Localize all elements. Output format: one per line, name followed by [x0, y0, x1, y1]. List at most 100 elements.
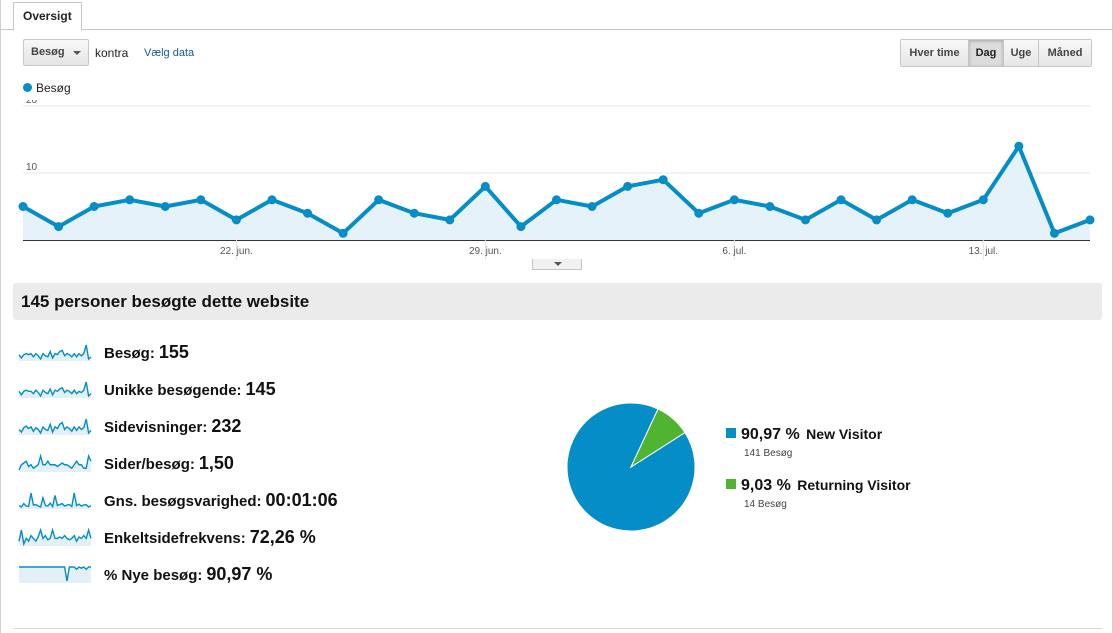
metric-label: Unikke besøgende: 145 [104, 377, 276, 403]
data-point[interactable] [409, 208, 419, 218]
chart-legend: Besøg [23, 81, 71, 95]
data-point[interactable] [907, 195, 917, 205]
metric-label: Enkeltsidefrekvens: 72,26 % [104, 525, 316, 551]
tab-overview[interactable]: Oversigt [13, 2, 82, 31]
pie-legend-name: Returning Visitor [797, 477, 911, 493]
data-point[interactable] [943, 208, 953, 218]
data-point[interactable] [125, 195, 135, 205]
metric-name: Sidevisninger: [104, 419, 208, 436]
chart-collapse-button[interactable] [532, 259, 582, 270]
metric-value: 90,97 % [206, 564, 273, 584]
sparkline[interactable] [17, 451, 93, 473]
visitor-type-pie-chart [566, 402, 696, 532]
sparkline-area [19, 530, 91, 546]
metric-name: Sider/besøg: [104, 456, 195, 473]
sparkline[interactable] [17, 488, 93, 510]
pie-legend-percent: 90,97 % [741, 426, 800, 443]
period-day-button[interactable]: Dag [968, 40, 1003, 66]
pie-legend-count: 14 Besøg [744, 499, 787, 510]
x-tick-label: 6. jul. [722, 246, 746, 257]
x-tick-label: 29. jun. [469, 246, 502, 257]
metric-name: Besøg: [104, 345, 155, 362]
sparkline-line [18, 492, 92, 509]
metric-dropdown-label: Besøg [31, 46, 65, 58]
data-point[interactable] [587, 202, 597, 211]
pie-legend-item-returning: 9,03 % Returning Visitor 14 Besøg [726, 477, 911, 510]
metric-name: Enkeltsidefrekvens: [104, 530, 246, 547]
sparkline[interactable] [17, 377, 93, 399]
pie-legend-item-new: 90,97 % New Visitor 141 Besøg [726, 426, 882, 459]
tab-bar: Oversigt [0, 0, 1113, 31]
metric-value: 00:01:06 [265, 490, 338, 510]
data-point[interactable] [338, 228, 348, 238]
pie-legend-swatch [726, 479, 736, 489]
data-point[interactable] [374, 195, 384, 205]
data-point[interactable] [516, 222, 526, 232]
pie-legend-count: 141 Besøg [744, 448, 793, 459]
data-point[interactable] [89, 202, 99, 211]
sparkline-line [18, 418, 92, 435]
metric-name: Unikke besøgende: [104, 382, 242, 399]
period-selector: Hver time Dag Uge Måned [900, 39, 1092, 67]
sparkline-line [18, 381, 92, 398]
y-tick-label: 20 [26, 100, 38, 106]
data-point[interactable] [18, 202, 28, 211]
data-point[interactable] [445, 215, 455, 225]
sparkline[interactable] [17, 340, 93, 362]
data-point[interactable] [658, 175, 668, 185]
data-point[interactable] [480, 181, 490, 191]
metric-dropdown[interactable]: Besøg [23, 39, 89, 66]
data-point[interactable] [872, 215, 882, 225]
pie-legend-percent: 9,03 % [741, 477, 791, 494]
pie-slice[interactable] [629, 408, 686, 469]
metric-label: Besøg: 155 [104, 340, 189, 366]
data-point[interactable] [694, 208, 704, 218]
data-point[interactable] [1049, 228, 1059, 238]
period-hourly-button[interactable]: Hver time [901, 40, 968, 66]
data-point[interactable] [1085, 215, 1095, 225]
data-point[interactable] [552, 195, 561, 205]
visits-line-chart[interactable]: 10 20 22. jun. 29. jun. 6. jul. 13. jul. [0, 100, 1113, 260]
legend-series-label: Besøg [36, 81, 71, 95]
metric-label: Sider/besøg: 1,50 [104, 451, 234, 477]
x-tick-label: 13. jul. [969, 246, 998, 257]
chevron-down-icon [73, 51, 81, 55]
sparkline-line [18, 344, 92, 361]
legend-dot-icon [23, 83, 32, 92]
data-point[interactable] [623, 181, 633, 191]
sparkline-line [18, 527, 92, 547]
data-point[interactable] [1014, 141, 1024, 151]
metric-name: % Nye besøg: [104, 567, 203, 584]
data-point[interactable] [196, 195, 206, 205]
y-tick-label: 10 [26, 162, 38, 173]
data-point[interactable] [160, 202, 170, 211]
pie-legend-name: New Visitor [806, 426, 883, 442]
sparkline-line [19, 566, 91, 582]
data-point[interactable] [729, 195, 739, 205]
data-point[interactable] [54, 222, 64, 232]
sparkline-area [19, 345, 91, 361]
period-month-button[interactable]: Måned [1038, 40, 1091, 66]
metric-label: Gns. besøgsvarighed: 00:01:06 [104, 488, 338, 514]
data-point[interactable] [267, 195, 277, 205]
metric-value: 232 [211, 416, 242, 436]
data-point[interactable] [836, 195, 846, 205]
metric-label: Sidevisninger: 232 [104, 414, 241, 440]
sparkline[interactable] [17, 414, 93, 436]
sparkline[interactable] [17, 562, 93, 584]
chevron-down-icon [554, 262, 562, 266]
data-point[interactable] [231, 215, 241, 225]
series-area [23, 146, 1090, 240]
period-week-button[interactable]: Uge [1003, 40, 1038, 66]
sparkline-area [19, 456, 91, 472]
versus-label: kontra [95, 46, 129, 60]
data-point[interactable] [765, 202, 775, 211]
metric-label: % Nye besøg: 90,97 % [104, 562, 272, 588]
metric-value: 72,26 % [249, 527, 316, 547]
choose-metric-link[interactable]: Vælg data [144, 47, 195, 59]
sparkline[interactable] [17, 525, 93, 547]
data-point[interactable] [978, 195, 988, 205]
data-point[interactable] [800, 215, 810, 225]
frame-left-border [0, 0, 1, 633]
data-point[interactable] [303, 208, 313, 218]
